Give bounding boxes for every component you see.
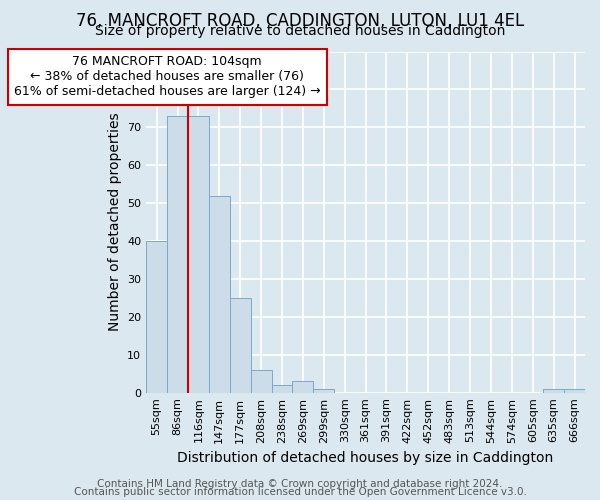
Bar bbox=[272, 385, 292, 392]
Bar bbox=[230, 298, 251, 392]
Text: 76, MANCROFT ROAD, CADDINGTON, LUTON, LU1 4EL: 76, MANCROFT ROAD, CADDINGTON, LUTON, LU… bbox=[76, 12, 524, 30]
Text: Contains HM Land Registry data © Crown copyright and database right 2024.: Contains HM Land Registry data © Crown c… bbox=[97, 479, 503, 489]
Bar bbox=[167, 116, 188, 392]
Y-axis label: Number of detached properties: Number of detached properties bbox=[107, 113, 122, 332]
Bar bbox=[564, 389, 585, 392]
X-axis label: Distribution of detached houses by size in Caddington: Distribution of detached houses by size … bbox=[178, 451, 554, 465]
Bar bbox=[146, 241, 167, 392]
Bar bbox=[251, 370, 272, 392]
Bar bbox=[209, 196, 230, 392]
Bar bbox=[188, 116, 209, 392]
Bar bbox=[313, 389, 334, 392]
Text: Contains public sector information licensed under the Open Government Licence v3: Contains public sector information licen… bbox=[74, 487, 526, 497]
Text: Size of property relative to detached houses in Caddington: Size of property relative to detached ho… bbox=[95, 24, 505, 38]
Text: 76 MANCROFT ROAD: 104sqm
← 38% of detached houses are smaller (76)
61% of semi-d: 76 MANCROFT ROAD: 104sqm ← 38% of detach… bbox=[14, 56, 320, 98]
Bar bbox=[543, 389, 564, 392]
Bar bbox=[292, 382, 313, 392]
